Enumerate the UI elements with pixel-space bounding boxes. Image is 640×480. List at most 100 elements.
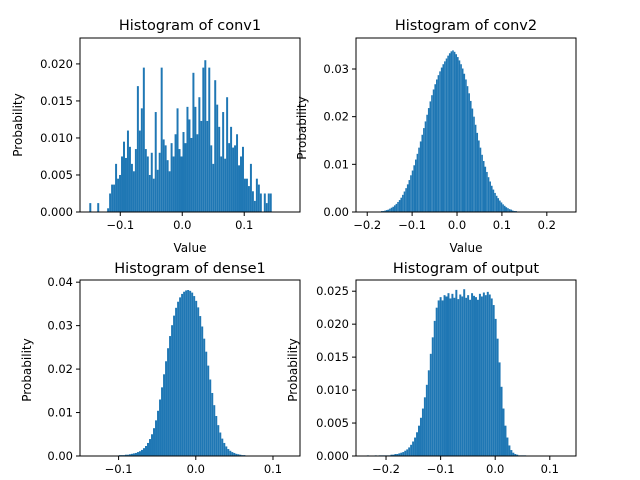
dense1-bar [183, 291, 186, 456]
conv1-bar [263, 193, 266, 212]
output-bar [473, 295, 476, 456]
dense1-bar [124, 454, 127, 456]
output-bar [490, 298, 493, 456]
output-y-tick-label: 0.025 [316, 284, 349, 298]
conv1-bar [222, 112, 225, 212]
conv2-bar [436, 79, 438, 212]
conv1-bar [196, 134, 199, 212]
conv2-bar [429, 101, 432, 212]
dense1-bar [136, 452, 139, 456]
conv1-title: Histogram of conv1 [119, 18, 261, 34]
dense1-bar [223, 442, 226, 456]
conv2-bar [447, 55, 449, 212]
conv2-bar [405, 188, 407, 212]
output-bar [506, 437, 509, 456]
dense1-bar [235, 453, 238, 456]
dense1-bar [163, 374, 166, 456]
conv1-bar [249, 163, 252, 212]
dense1-x-ticks: −0.1 0.0 0.1 [105, 456, 282, 476]
output-bar [427, 370, 430, 456]
dense1-bar [165, 361, 168, 456]
dense1-bar [239, 454, 242, 456]
conv1-bar [134, 149, 137, 212]
conv1-bar [190, 137, 193, 212]
conv1-bar [269, 193, 272, 212]
conv1-bar [255, 178, 258, 212]
dense1-bar [126, 454, 129, 456]
conv2-bar [481, 154, 483, 212]
dense1-bar [201, 326, 204, 456]
conv2-y-tick-label: 0.00 [323, 205, 349, 219]
conv1-bar [136, 86, 139, 212]
conv2-bar [468, 93, 470, 212]
conv2-y-tick-label: 0.02 [323, 110, 349, 124]
dense1-bar [128, 454, 131, 456]
conv1-bar [243, 178, 246, 212]
conv1-bar [257, 184, 260, 212]
conv2-bar [393, 205, 396, 212]
output-y-tick-label: 0.020 [316, 317, 349, 331]
conv2-bar [494, 192, 496, 212]
conv2-bar [487, 177, 490, 212]
conv1-bar [180, 156, 183, 212]
conv1-bar [140, 108, 143, 212]
dense1-bar [169, 336, 172, 456]
output-x-ticks: −0.2 −0.1 0.0 0.1 [372, 456, 559, 476]
conv1-bar [124, 157, 127, 212]
conv1-bar [117, 178, 120, 212]
conv1-y-tick-label: 0.005 [40, 168, 73, 182]
dense1-bar [229, 450, 232, 456]
conv1-bar [119, 174, 122, 212]
dense1-bar [140, 449, 143, 456]
conv2-bar [457, 57, 459, 212]
output-bar [419, 417, 422, 456]
conv1-bar [126, 130, 129, 212]
conv1-bar [123, 141, 125, 212]
conv1-bar [192, 72, 195, 212]
output-x-tick-label: 0.1 [541, 462, 559, 476]
dense1-x-tick-label: 0.0 [187, 462, 205, 476]
conv2-bar [416, 153, 419, 212]
conv2-bar [445, 58, 448, 212]
conv1-axes-frame [79, 37, 301, 213]
dense1-y-tick-label: 0.03 [47, 319, 73, 333]
dense1-bar [173, 315, 176, 456]
conv2-bar [400, 197, 403, 212]
conv2-bar [511, 210, 514, 212]
conv2-bar [466, 86, 469, 212]
output-bar [453, 297, 456, 456]
conv1-bar [204, 60, 207, 213]
conv1-y-tick-label: 0.000 [40, 205, 73, 219]
output-bar [492, 305, 495, 456]
conv1-bar [247, 186, 250, 212]
conv2-bar [486, 171, 488, 212]
conv1-y-ticks: 0.000 0.005 0.010 0.015 0.020 [40, 57, 80, 219]
output-bar [488, 294, 491, 456]
output-bar [478, 293, 481, 456]
dense1-bar [213, 405, 216, 456]
conv2-bar [392, 206, 394, 212]
conv1-bar [168, 171, 171, 212]
conv2-bar [450, 51, 453, 212]
conv2-bar [408, 180, 411, 212]
dense1-bar [181, 293, 184, 456]
output-bar [500, 386, 503, 456]
dense1-bar [171, 325, 174, 456]
output-bar [512, 452, 515, 456]
dense1-bar [211, 392, 214, 456]
conv2-x-ticks: −0.2 −0.1 0.0 0.1 0.2 [353, 212, 556, 232]
output-bar [447, 293, 450, 456]
dense1-bar [138, 451, 141, 456]
conv2-bar [432, 89, 435, 212]
conv2-x-tick-label: −0.2 [353, 218, 381, 232]
conv2-bar [439, 71, 441, 213]
output-bar [449, 298, 452, 456]
conv2-bar [458, 60, 461, 212]
conv1-bar [200, 120, 203, 212]
dense1-y-tick-label: 0.02 [47, 362, 73, 376]
dense1-bar [149, 439, 152, 456]
dense1-bar [177, 301, 180, 456]
conv2-bar [444, 61, 446, 212]
conv1-x-tick-label: 0.0 [173, 218, 191, 232]
